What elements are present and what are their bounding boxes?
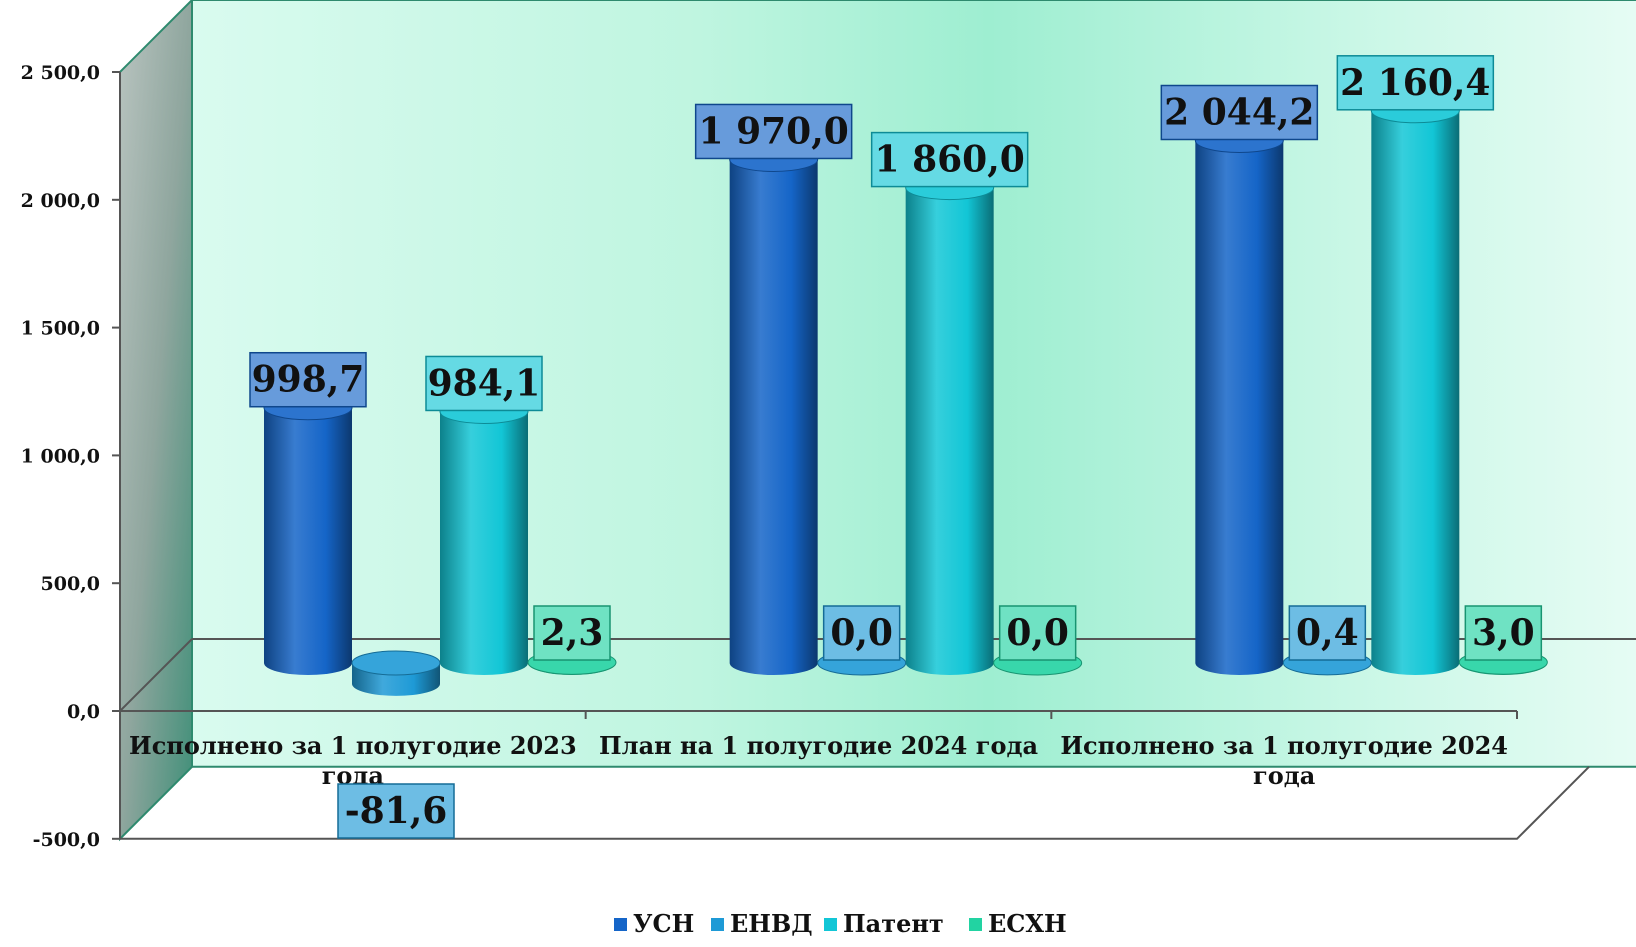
legend: УСН ЕНВД Патент ЕСХН: [614, 909, 1067, 938]
side-wall: [119, 0, 193, 842]
legend-label: ЕНВД: [730, 909, 813, 938]
legend-label: УСН: [633, 909, 694, 938]
y-tick-label: 2 000,0: [21, 190, 100, 212]
data-label-ЕСХН-0: 2,3: [533, 605, 611, 661]
bar-Патент-2: [1370, 98, 1460, 675]
x-category-label: года: [1253, 761, 1315, 790]
data-label-text: 3,0: [1472, 612, 1535, 654]
data-label-Патент-1: 1 860,0: [870, 131, 1029, 188]
data-label-text: 1 860,0: [875, 139, 1025, 181]
data-label-ЕСХН-2: 3,0: [1464, 605, 1543, 661]
data-label-ЕНВД-0: -81,6: [337, 783, 455, 839]
data-label-ЕНВД-1: 0,0: [822, 605, 901, 661]
bar-body: [1371, 110, 1460, 675]
data-label-box: [249, 351, 367, 408]
x-category-label: Исполнено за 1 полугодие 2024: [1060, 731, 1508, 760]
data-label-Патент-2: 2 160,4: [1336, 55, 1495, 111]
data-label-box: [1288, 605, 1367, 661]
data-label-text: 2,3: [541, 612, 604, 654]
y-tick-label: 2 500,0: [21, 62, 100, 84]
legend-swatch: [969, 918, 982, 931]
bar-Патент-0: [439, 398, 529, 675]
bar-body: [729, 159, 818, 675]
data-label-box: [822, 605, 901, 661]
y-tick-label: 1 000,0: [21, 445, 100, 467]
legend-swatch: [614, 918, 627, 931]
bar-УСН-2: [1194, 128, 1284, 675]
data-label-box: [1464, 605, 1543, 661]
legend-swatch: [824, 918, 837, 931]
data-label-box: [694, 103, 853, 160]
legend-swatch: [711, 918, 724, 931]
data-label-text: 0,4: [1296, 612, 1359, 654]
x-axis-depth-line: [119, 638, 193, 712]
x-category-label: План на 1 полугодие 2024 года: [599, 731, 1038, 760]
data-label-text: 984,1: [428, 362, 541, 404]
data-label-box: [1160, 84, 1319, 141]
y-axis: -500,0 0,0 500,0 1 000,0 1 500,0 2 000,0 2 500…: [21, 62, 121, 851]
data-label-УСН-0: 998,7: [249, 351, 367, 408]
bar-body: [1195, 140, 1284, 675]
data-label-ЕНВД-2: 0,4: [1288, 605, 1367, 661]
data-label-box: [1336, 55, 1495, 111]
floor-edge: [120, 766, 1590, 840]
data-label-text: 2 044,2: [1164, 92, 1314, 134]
data-label-box: [998, 605, 1077, 661]
y-tick-label: 500,0: [41, 573, 101, 595]
data-label-Патент-0: 984,1: [425, 355, 543, 412]
data-label-УСН-1: 1 970,0: [694, 103, 853, 160]
legend-label: ЕСХН: [988, 909, 1067, 938]
x-axis: Исполнено за 1 полугодие 2023 года План на…: [119, 638, 1518, 790]
x-category-label: Исполнено за 1 полугодие 2023: [129, 731, 577, 760]
bar-Патент-1: [905, 175, 995, 676]
data-label-box: [870, 131, 1029, 188]
y-tick-label: 0,0: [67, 701, 100, 723]
legend-label: Патент: [843, 909, 944, 938]
data-label-text: -81,6: [345, 790, 448, 832]
bar-body: [264, 407, 352, 675]
data-label-text: 2 160,4: [1340, 62, 1490, 104]
data-labels-layer: 998,7 1 970,0 2 044,2 -81,6 0,0 0,4 984,1 1 860…: [249, 55, 1543, 839]
bar-top: [351, 650, 441, 676]
bar-ЕНВД-0: [351, 650, 441, 696]
data-label-text: 0,0: [1006, 612, 1069, 654]
y-tick-label: -500,0: [33, 829, 100, 851]
data-label-text: 998,7: [252, 359, 365, 401]
data-label-box: [337, 783, 455, 839]
bar-body: [905, 187, 994, 676]
data-label-box: [425, 355, 543, 412]
y-tick-label: 1 500,0: [21, 318, 100, 340]
bar-УСН-1: [729, 146, 819, 675]
data-label-УСН-2: 2 044,2: [1160, 84, 1319, 141]
bar-body: [440, 411, 528, 675]
bar-УСН-0: [263, 395, 353, 675]
data-label-box: [533, 605, 611, 661]
data-label-ЕСХН-1: 0,0: [998, 605, 1077, 661]
data-label-text: 0,0: [830, 612, 893, 654]
data-label-text: 1 970,0: [699, 110, 849, 152]
